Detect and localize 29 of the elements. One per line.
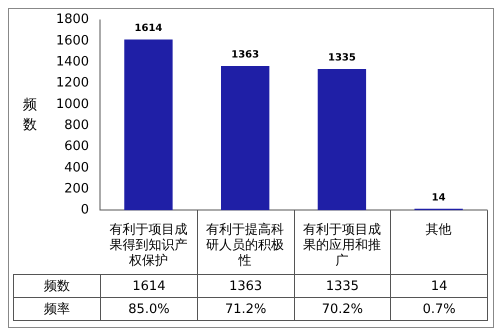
data-label: 14 bbox=[390, 274, 488, 298]
text: 频数 bbox=[44, 279, 70, 294]
y-axis-title: 频数 bbox=[23, 96, 38, 135]
text: 71.2% bbox=[197, 298, 294, 320]
y-tick-label: 200 bbox=[64, 181, 90, 196]
text: 1335 bbox=[328, 52, 356, 64]
text: 1363 bbox=[231, 50, 260, 61]
text: 70.2% bbox=[294, 298, 391, 320]
y-tick-label: 1600 bbox=[56, 33, 90, 48]
y-tick-label: 1800 bbox=[56, 12, 90, 28]
y-tick-label: 600 bbox=[64, 139, 90, 154]
x-tick-label: 有利于提高科研人员的积极性 bbox=[206, 221, 284, 269]
y-tick-label: 400 bbox=[64, 160, 90, 176]
text: 85.0% bbox=[100, 298, 198, 320]
x-tick-label: 其他 bbox=[426, 222, 452, 238]
y-tick-label: 1000 bbox=[56, 96, 90, 112]
text: 1614 bbox=[134, 23, 162, 34]
y-tick-label: 1400 bbox=[56, 54, 90, 70]
x-tick-label: 有利于项目成果得到知识产权保护 bbox=[109, 222, 188, 269]
text: 0.7% bbox=[390, 298, 488, 320]
x-tick-label: 有利于项目成果的应用和推广 bbox=[302, 222, 381, 269]
data-label: 1614 bbox=[100, 274, 198, 298]
text: 频率 bbox=[14, 298, 101, 320]
y-tick-label: 0 bbox=[80, 202, 90, 218]
data-label: 1335 bbox=[294, 274, 391, 298]
y-tick-label: 800 bbox=[64, 118, 90, 133]
text: 14 bbox=[432, 192, 446, 204]
y-tick-label: 1200 bbox=[56, 76, 90, 91]
data-label: 1363 bbox=[197, 274, 294, 298]
